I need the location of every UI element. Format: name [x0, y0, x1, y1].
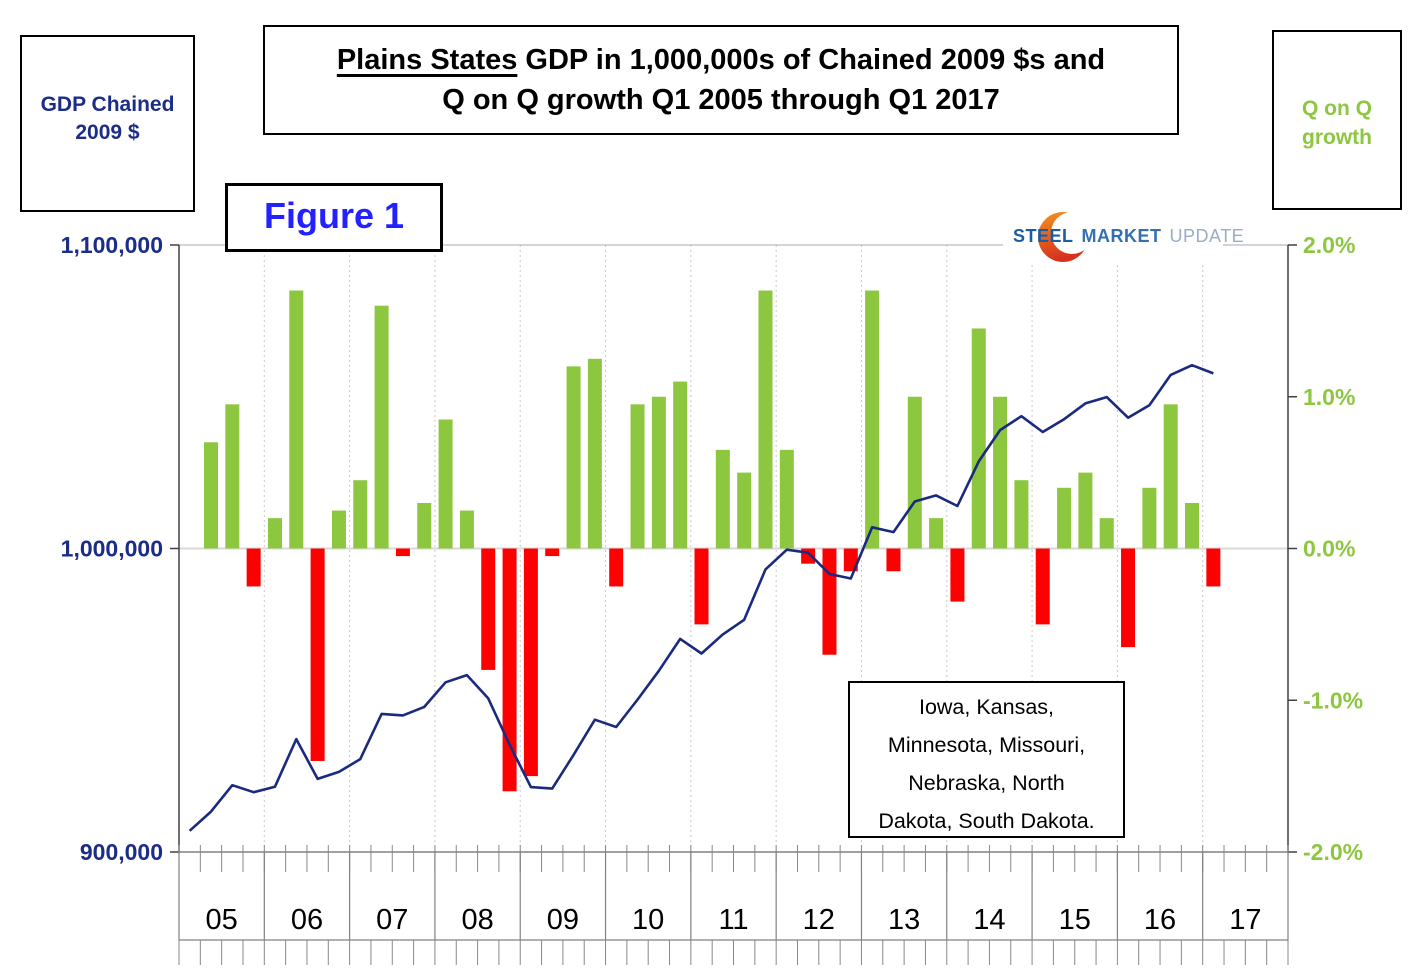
bar-2014Q1	[950, 548, 965, 602]
bar-2017Q1	[1206, 548, 1221, 587]
chart-title-emphasis: Plains States	[336, 44, 518, 76]
bar-2013Q1	[865, 290, 880, 549]
bar-2008Q1	[438, 419, 453, 549]
bar-2005Q4	[246, 548, 261, 587]
x-axis-year-label: 13	[888, 904, 920, 936]
x-axis-year-label: 11	[718, 904, 748, 936]
bar-2011Q3	[737, 472, 752, 549]
bar-2007Q2	[374, 305, 389, 549]
bar-2014Q2	[971, 328, 986, 549]
x-axis-year-label: 15	[1059, 904, 1091, 936]
bar-2009Q1	[523, 548, 538, 777]
bar-2010Q2	[630, 404, 645, 549]
bar-2009Q4	[587, 358, 602, 549]
bar-2011Q2	[715, 449, 730, 549]
bar-2007Q3	[395, 548, 410, 557]
right-axis-label: -2.0%	[1303, 839, 1363, 865]
bar-2006Q4	[331, 510, 346, 549]
x-axis-year-label: 10	[632, 904, 664, 936]
bar-2015Q1	[1035, 548, 1050, 625]
smu-logo: STEEL MARKET UPDATE	[1003, 211, 1244, 263]
bar-2009Q3	[566, 366, 581, 549]
chart-title-box: Plains States GDP in 1,000,000s of Chain…	[263, 25, 1179, 135]
bar-2006Q1	[267, 518, 282, 549]
bar-2016Q4	[1185, 502, 1200, 549]
x-axis-year-label: 08	[461, 904, 493, 936]
logo-word-steel: STEEL	[1013, 226, 1074, 246]
bar-2007Q4	[417, 502, 432, 549]
bar-2011Q1	[694, 548, 709, 625]
x-axis-year-label: 09	[547, 904, 579, 936]
bar-2012Q3	[822, 548, 837, 655]
bar-2011Q4	[758, 290, 773, 549]
logo-word-update: UPDATE	[1169, 226, 1245, 246]
figure-label-box: Figure 1	[225, 183, 443, 252]
chart-title-line1: Plains States GDP in 1,000,000s of Chain…	[265, 40, 1177, 80]
bar-2006Q2	[289, 290, 304, 549]
left-axis-label: 900,000	[80, 839, 163, 865]
x-axis-year-label: 17	[1229, 904, 1261, 936]
bar-2008Q2	[459, 510, 474, 549]
left-axis-label: 1,100,000	[61, 232, 163, 258]
bar-2010Q1	[609, 548, 624, 587]
bar-2014Q4	[1014, 480, 1029, 549]
right-axis-label: 1.0%	[1303, 384, 1355, 410]
bar-2013Q4	[929, 518, 944, 549]
bar-2013Q2	[886, 548, 901, 572]
bar-2015Q3	[1078, 472, 1093, 549]
bar-2016Q1	[1121, 548, 1136, 648]
smu-crescent-icon	[1038, 212, 1093, 262]
left-axis-label: 1,000,000	[61, 536, 163, 562]
bar-2008Q4	[502, 548, 517, 792]
right-axis-label: 2.0%	[1303, 232, 1355, 258]
x-axis-year-label: 14	[973, 904, 1005, 936]
gdp-line	[188, 363, 1214, 832]
bar-2010Q3	[651, 396, 666, 549]
x-axis-year-label: 12	[803, 904, 835, 936]
chart-title-rest: GDP in 1,000,000s of Chained 2009 $s and	[517, 44, 1106, 76]
bar-2016Q2	[1142, 487, 1157, 549]
bar-2008Q3	[481, 548, 496, 670]
growth-bars	[203, 290, 1221, 792]
bar-2015Q2	[1057, 487, 1072, 549]
bar-2009Q2	[545, 548, 560, 557]
bar-2005Q3	[225, 404, 240, 549]
right-axis-label: 0.0%	[1303, 536, 1355, 562]
bar-2005Q2	[203, 442, 218, 549]
bar-2012Q1	[779, 449, 794, 549]
x-axis-year-label: 05	[206, 904, 238, 936]
chart-title-line2: Q on Q growth Q1 2005 through Q1 2017	[442, 84, 1000, 116]
bar-2016Q3	[1163, 404, 1178, 549]
bar-2014Q3	[993, 396, 1008, 549]
bar-2010Q4	[673, 381, 688, 549]
right-axis-label: -1.0%	[1303, 687, 1363, 713]
left-axis-title-box: GDP Chained 2009 $	[20, 35, 195, 212]
x-axis-year-label: 16	[1144, 904, 1176, 936]
bar-2013Q3	[907, 396, 922, 549]
bar-2015Q4	[1099, 518, 1114, 549]
bar-2007Q1	[353, 480, 368, 549]
logo-word-market: MARKET	[1081, 226, 1162, 246]
x-axis-year-label: 07	[376, 904, 408, 936]
bar-2006Q3	[310, 548, 325, 761]
x-axis-year-label: 06	[291, 904, 323, 936]
states-annotation: Iowa, Kansas, Minnesota, Missouri, Nebra…	[848, 681, 1125, 838]
right-axis-title-box: Q on Q growth	[1272, 30, 1402, 210]
bar-2012Q4	[843, 548, 858, 572]
